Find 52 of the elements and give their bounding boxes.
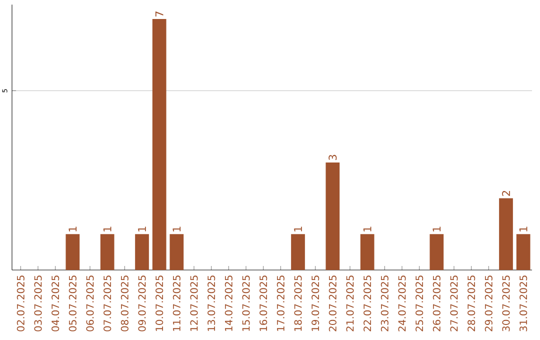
x-tick-label: 19.07.2025 bbox=[312, 276, 320, 331]
x-tick-label: 27.07.2025 bbox=[450, 276, 458, 332]
x-tick-label: 09.07.2025 bbox=[138, 276, 146, 332]
x-tick-label: 31.07.2025 bbox=[520, 276, 528, 332]
bar bbox=[360, 234, 374, 270]
x-tick-label: 24.07.2025 bbox=[398, 276, 406, 332]
x-tick-label: 17.07.2025 bbox=[276, 276, 284, 331]
bar bbox=[152, 19, 166, 270]
x-tick-label: 23.07.2025 bbox=[380, 276, 388, 332]
bar bbox=[430, 234, 444, 270]
x-tick-label: 25.07.2025 bbox=[416, 276, 424, 332]
x-tick-label: 02.07.2025 bbox=[16, 276, 24, 332]
data-label: 7 bbox=[155, 12, 164, 17]
data-label: 1 bbox=[363, 226, 372, 232]
data-label: 2 bbox=[502, 190, 510, 196]
x-tick-label: 20.07.2025 bbox=[328, 276, 336, 332]
x-tick-label: 13.07.2025 bbox=[208, 276, 216, 331]
x-tick-label: 08.07.2025 bbox=[120, 276, 128, 332]
data-label: 1 bbox=[519, 226, 528, 232]
x-tick-label: 30.07.2025 bbox=[502, 276, 510, 332]
bar bbox=[170, 234, 184, 270]
data-label: 1 bbox=[432, 226, 441, 232]
bar bbox=[516, 234, 530, 270]
x-tick-label: 29.07.2025 bbox=[484, 276, 492, 332]
data-label: 1 bbox=[172, 226, 181, 232]
x-tick-label: 05.07.2025 bbox=[68, 276, 76, 332]
bar bbox=[326, 162, 340, 270]
x-tick-label: 28.07.2025 bbox=[468, 276, 476, 332]
x-tick-label: 14.07.2025 bbox=[224, 276, 232, 331]
x-tick-label: 11.07.2025 bbox=[172, 276, 180, 331]
data-label: 1 bbox=[103, 226, 112, 232]
x-tick-label: 15.07.2025 bbox=[242, 276, 250, 331]
bar bbox=[100, 234, 114, 270]
data-label: 1 bbox=[294, 226, 302, 232]
x-tick-label: 18.07.2025 bbox=[294, 276, 302, 331]
x-tick-label: 10.07.2025 bbox=[156, 276, 164, 331]
x-tick-label: 03.07.2025 bbox=[34, 276, 42, 332]
x-tick-label: 26.07.2025 bbox=[432, 276, 440, 332]
x-tick-label: 12.07.2025 bbox=[190, 276, 198, 331]
bar bbox=[499, 198, 513, 270]
x-tick-label: 04.07.2025 bbox=[52, 276, 60, 332]
x-tick-label: 07.07.2025 bbox=[104, 276, 112, 332]
bar bbox=[291, 234, 305, 270]
data-label: 3 bbox=[328, 154, 337, 160]
bar bbox=[66, 234, 80, 270]
data-label: 1 bbox=[138, 226, 146, 232]
bar bbox=[135, 234, 149, 270]
x-tick-label: 16.07.2025 bbox=[260, 276, 268, 331]
x-tick-label: 22.07.2025 bbox=[364, 276, 372, 332]
x-tick-label: 21.07.2025 bbox=[346, 276, 354, 332]
data-label: 1 bbox=[68, 226, 77, 232]
x-tick-label: 06.07.2025 bbox=[86, 276, 94, 332]
